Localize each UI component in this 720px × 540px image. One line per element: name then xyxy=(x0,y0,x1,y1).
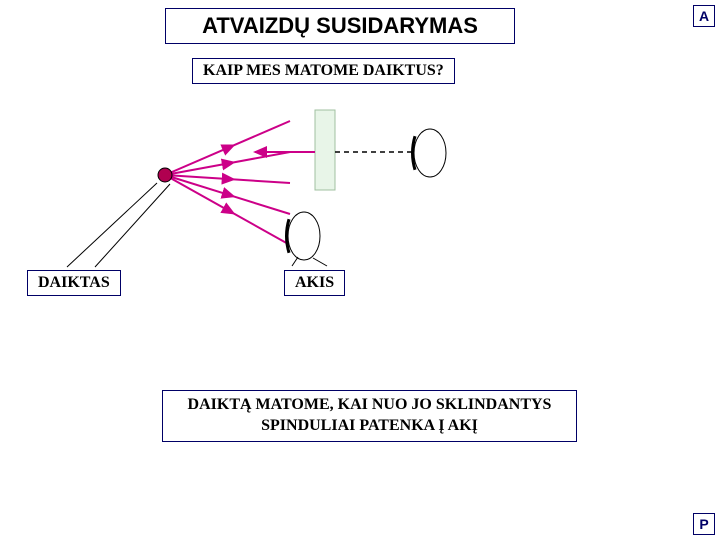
diagram-svg xyxy=(0,0,720,540)
